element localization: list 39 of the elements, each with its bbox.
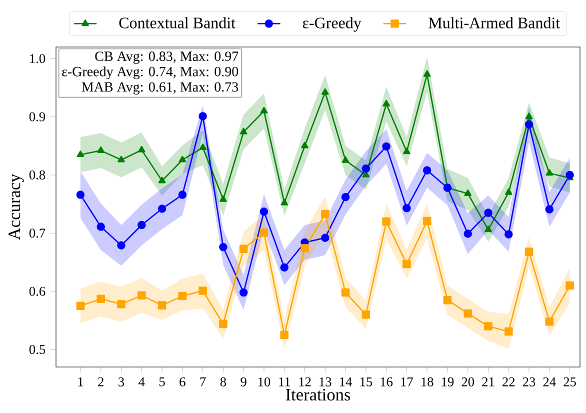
x-tick-label: 24 <box>543 377 556 386</box>
x-tick-label: 11 <box>279 377 290 386</box>
x-tick-label: 8 <box>220 377 226 386</box>
y-tick-label: 0.8 <box>29 170 46 180</box>
y-tick-label: 0.5 <box>29 345 46 354</box>
x-tick-label: 2 <box>98 377 104 386</box>
x-tick-label: 17 <box>401 377 413 386</box>
x-tick-label: 10 <box>258 377 270 386</box>
x-tick-label: 18 <box>422 377 434 386</box>
x-tick-label: 5 <box>159 377 165 386</box>
x-tick-label: 6 <box>180 377 186 386</box>
x-axis-title: Iterations <box>286 388 350 401</box>
x-tick-label: 25 <box>564 377 576 386</box>
x-tick-label: 23 <box>522 377 536 386</box>
annotation: CB Avg: 0.83, Max: 0.97 <box>95 52 238 64</box>
x-tick-label: 16 <box>380 377 393 386</box>
x-tick-label: 4 <box>138 377 145 386</box>
y-tick-label: 0.9 <box>29 112 46 122</box>
x-tick-label: 22 <box>502 377 515 386</box>
x-tick-label: 7 <box>200 377 206 386</box>
y-axis-title: Accuracy <box>8 174 24 240</box>
x-tick-label: 19 <box>442 377 454 386</box>
x-tick-label: 15 <box>360 377 372 386</box>
x-tick-label: 3 <box>118 377 124 386</box>
x-tick-label: 13 <box>320 377 332 386</box>
y-tick-label: 1.0 <box>30 54 46 64</box>
legend-label: Contextual Bandit <box>119 17 236 28</box>
annotation: ε-Greedy Avg: 0.74, Max: 0.90 <box>62 66 238 80</box>
x-tick-label: 21 <box>482 377 494 386</box>
x-tick-label: 12 <box>299 377 311 386</box>
x-tick-label: 20 <box>462 377 474 386</box>
x-tick-label: 9 <box>240 377 246 386</box>
annotation: MAB Avg: 0.61, Max: 0.73 <box>82 82 238 95</box>
legend-label: ε-Greedy <box>302 17 362 32</box>
x-tick-label: 1 <box>78 377 84 386</box>
x-tick-label: 14 <box>340 377 352 386</box>
y-tick-label: 0.7 <box>29 228 46 238</box>
y-tick-label: 0.6 <box>29 286 46 296</box>
legend-label: Multi-Armed Bandit <box>428 17 560 28</box>
